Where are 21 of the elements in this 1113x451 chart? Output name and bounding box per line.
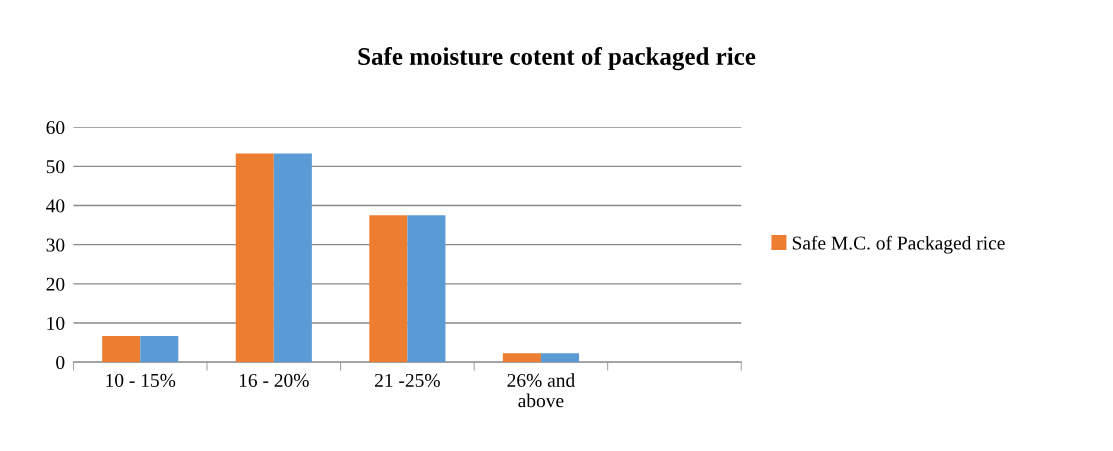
x-tick-label: 16 - 20% (239, 373, 309, 388)
bar (540, 353, 579, 363)
bar (273, 153, 312, 363)
bar (140, 335, 179, 363)
legend-label: Safe M.C. of Packaged rice (792, 235, 1005, 254)
bar (235, 153, 274, 363)
x-tick-label: 21 -25% (375, 373, 440, 388)
y-tick-label: 30 (46, 238, 65, 252)
y-tick-label: 40 (46, 199, 65, 213)
bar (407, 215, 446, 363)
y-tick-label: 50 (46, 160, 65, 174)
x-tick-label: 26% and above (507, 373, 575, 408)
y-tick-label: 60 (46, 121, 65, 135)
bar (102, 335, 141, 363)
y-tick-label: 10 (47, 316, 65, 330)
y-tick-label: 0 (56, 355, 65, 370)
bar (502, 353, 541, 363)
y-tick-label: 20 (46, 277, 65, 291)
chart-title: Safe moisture cotent of packaged rice (358, 47, 756, 71)
bar (369, 215, 408, 363)
x-tick-label: 10 - 15% (106, 373, 176, 388)
